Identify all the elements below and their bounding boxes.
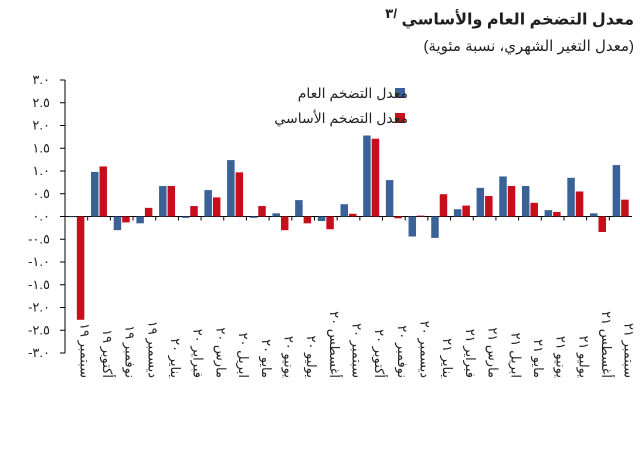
bar-headline	[544, 210, 553, 217]
bar-headline	[317, 216, 326, 222]
bar-headline	[363, 135, 371, 217]
x-category-label: سبتمبر ٢٠	[349, 323, 365, 378]
bar-core	[144, 207, 153, 217]
bar-headline	[385, 180, 394, 217]
bar-core	[349, 213, 357, 217]
bar-core	[417, 215, 425, 217]
bar-headline	[340, 204, 348, 217]
x-category-label: يوليو ٢١	[575, 335, 591, 378]
bar-headline	[181, 216, 190, 218]
bar-core	[507, 186, 516, 217]
x-category-label: أغسطس ٢١	[598, 311, 615, 378]
bar-headline	[295, 200, 303, 217]
legend-swatch	[395, 113, 405, 123]
bar-core	[575, 191, 584, 217]
legend-swatch	[395, 88, 405, 98]
y-tick-label: -٢.٥	[28, 322, 50, 337]
x-category-label: أغسطس ٢٠	[326, 311, 343, 378]
bar-core	[235, 172, 244, 217]
bar-headline	[567, 177, 575, 217]
bar-core	[76, 216, 85, 320]
x-category-label: سبتمبر ٢١	[621, 323, 637, 378]
bar-core	[280, 216, 289, 231]
bar-headline	[227, 160, 235, 217]
bar-headline	[113, 216, 122, 231]
y-tick-label: ٣.٠	[32, 72, 50, 87]
bar-core	[371, 138, 380, 217]
bar-headline	[499, 176, 507, 217]
y-tick-label: ١.٠	[32, 163, 50, 178]
y-tick-label: -٢.٠	[28, 300, 50, 315]
bar-core	[190, 206, 198, 217]
bar-headline	[159, 186, 167, 217]
bar-core	[553, 211, 561, 217]
bar-headline	[408, 216, 417, 237]
y-tick-label: -١.٥	[28, 277, 50, 292]
bar-headline	[68, 216, 76, 218]
bar-core	[394, 216, 402, 219]
x-category-label: فبراير ٢٠	[190, 329, 206, 378]
bar-core	[303, 216, 312, 224]
bar-core	[530, 202, 538, 217]
x-category-label: يونيو ٢١	[553, 336, 569, 379]
bar-core	[99, 166, 108, 217]
bar-headline	[272, 213, 280, 217]
bar-core	[598, 216, 606, 232]
x-category-label: يونيو ٢٠	[280, 336, 296, 379]
bar-headline	[91, 171, 99, 217]
x-category-label: ابريل ٢٠	[235, 333, 251, 378]
bar-core	[462, 205, 470, 217]
y-tick-label: -٣.٠	[28, 345, 50, 360]
bar-headline	[431, 216, 439, 238]
bar-headline	[204, 190, 212, 217]
x-category-label: يوليو ٢٠	[303, 335, 319, 378]
x-category-label: أكتوبر ٢٠	[371, 329, 388, 378]
y-tick-label: ٠.٠	[32, 209, 50, 224]
x-category-label: أكتوبر ١٩	[99, 329, 116, 378]
y-tick-label: ٢.٠	[32, 118, 50, 133]
x-category-label: ابريل ٢١	[507, 333, 523, 378]
bar-headline	[589, 213, 598, 217]
x-category-label: فبراير ٢١	[462, 329, 478, 378]
legend-label: معدل التضخم الأساسي	[274, 109, 408, 127]
bar-core	[485, 196, 493, 217]
bar-core	[621, 199, 629, 217]
x-category-label: مايو ٢١	[530, 339, 546, 378]
bar-core	[258, 206, 266, 217]
bar-core	[326, 216, 334, 230]
x-category-label: يناير ٢١	[439, 338, 455, 378]
bar-core	[439, 194, 448, 217]
y-tick-label: ٢.٥	[32, 95, 50, 110]
bar-core	[167, 186, 176, 217]
bar-headline	[249, 216, 258, 218]
y-tick-label: -٠.٥	[28, 231, 50, 246]
bar-headline	[476, 187, 485, 217]
title-superscript: /٣	[385, 6, 398, 21]
y-tick-label: ٠.٥	[32, 186, 50, 201]
x-category-label: ديسمبر ٢٠	[417, 321, 433, 378]
x-category-label: نوفمبر ٢٠	[394, 325, 410, 378]
bar-core	[122, 216, 130, 223]
x-category-label: يناير ٢٠	[167, 338, 183, 378]
x-category-label: مارس ٢١	[485, 327, 501, 378]
bar-core	[212, 197, 221, 217]
y-tick-label: -١.٠	[28, 254, 50, 269]
x-category-label: نوفمبر ١٩	[122, 325, 138, 378]
x-category-label: مارس ٢٠	[212, 327, 228, 378]
x-category-label: ديسمبر ١٩	[144, 321, 160, 378]
x-category-label: مايو ٢٠	[258, 339, 274, 378]
x-category-label: سبتمبر ١٩	[76, 323, 92, 378]
chart-title: معدل التضخم العام والأساسي /٣	[385, 6, 634, 29]
y-tick-label: ١.٥	[32, 140, 50, 155]
bar-headline	[521, 186, 530, 217]
chart-subtitle: (معدل التغير الشهري، نسبة مئوية)	[423, 38, 634, 55]
legend-label: معدل التضخم العام	[298, 85, 408, 102]
bar-headline	[136, 216, 144, 224]
bar-headline	[612, 165, 621, 217]
bar-headline	[453, 209, 462, 217]
